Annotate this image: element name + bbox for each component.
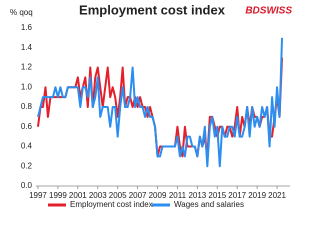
y-tick-label: 1.6 — [21, 23, 33, 32]
x-tick-label: 2013 — [188, 191, 206, 200]
y-tick-label: 1.0 — [21, 82, 33, 91]
chart: Employment cost index % qoq BDSWISS 0.0 0… — [10, 2, 292, 209]
x-tick-label: 2001 — [69, 191, 87, 200]
y-tick-label: 0.0 — [21, 181, 33, 190]
x-tick-label: 2005 — [109, 191, 127, 200]
x-tick-label: 1999 — [49, 191, 67, 200]
logo: BDSWISS — [245, 6, 292, 17]
x-tick-label: 2009 — [149, 191, 167, 200]
y-tick-label: 0.6 — [21, 122, 33, 131]
y-tick-label: 0.4 — [21, 142, 33, 151]
line — [37, 37, 284, 168]
x-tick-label: 2019 — [248, 191, 266, 200]
y-axis-label: % qoq — [10, 8, 33, 17]
x-tick-label: 2007 — [129, 191, 147, 200]
x-tick-label: 2021 — [268, 191, 286, 200]
y-tick-label: 1.2 — [21, 63, 33, 72]
line — [36, 57, 284, 158]
chart-title: Employment cost index — [79, 2, 226, 17]
legend-label: Wages and salaries — [174, 200, 244, 209]
x-tick-label: 1997 — [29, 191, 47, 200]
legend-label: Employment cost index — [70, 200, 153, 209]
y-tick-label: 0.8 — [21, 102, 33, 111]
y-tick-label: 1.4 — [21, 43, 33, 52]
x-tick-label: 2017 — [228, 191, 246, 200]
x-tick-label: 2003 — [89, 191, 107, 200]
x-tick-label: 2011 — [169, 191, 187, 200]
y-tick-label: 0.2 — [21, 161, 33, 170]
x-tick-label: 2015 — [208, 191, 226, 200]
